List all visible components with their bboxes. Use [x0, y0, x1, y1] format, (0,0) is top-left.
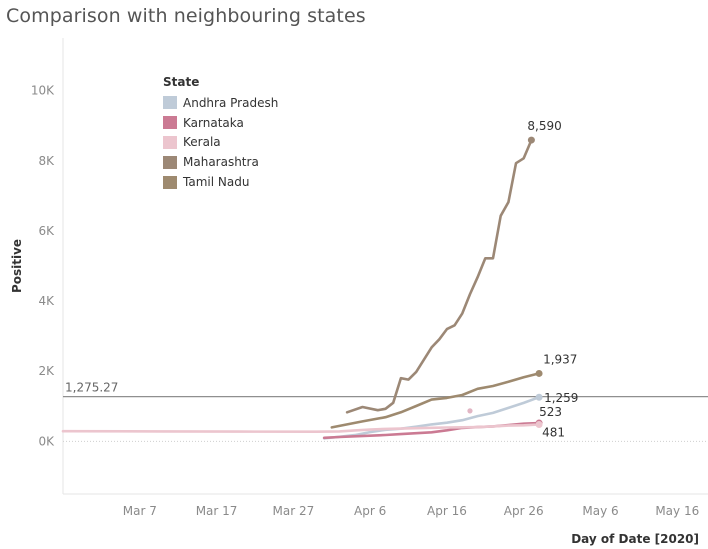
series-marks [467, 136, 543, 429]
chart-title: Comparison with neighbouring states [6, 5, 366, 27]
legend-item-tamil-nadu[interactable]: Tamil Nadu [159, 172, 299, 192]
x-axis-title: Day of Date [2020] [571, 532, 699, 546]
series-line-maharashtra [345, 138, 533, 414]
x-tick-label: May 16 [655, 504, 699, 518]
y-tick-label: 8K [38, 154, 55, 168]
y-tick-label: 0K [38, 434, 55, 448]
x-tick-label: Mar 17 [196, 504, 238, 518]
series-lines [61, 138, 541, 440]
legend-item-karnataka[interactable]: Karnataka [159, 113, 299, 133]
end-label-andhra-pradesh: 1,259 [544, 391, 578, 405]
x-tick-label: Apr 26 [504, 504, 544, 518]
end-label-karnataka: 523 [539, 405, 562, 419]
legend-item-kerala[interactable]: Kerala [159, 133, 299, 153]
scatter-point [467, 408, 473, 414]
legend-label-kerala: Kerala [183, 135, 221, 150]
legend-swatch-tamil-nadu [163, 175, 177, 189]
series-line-kerala [61, 423, 541, 433]
legend-swatch-karnataka [163, 116, 177, 130]
y-axis-title: Positive [10, 239, 24, 293]
legend-swatch-andhra-pradesh [163, 96, 177, 110]
end-point-kerala [535, 421, 543, 429]
end-label-kerala: 481 [542, 426, 565, 440]
end-point-tamil-nadu [535, 369, 543, 377]
legend-swatch-kerala [163, 135, 177, 149]
legend-label-tamil-nadu: Tamil Nadu [183, 175, 250, 190]
x-tick-label: May 6 [582, 504, 618, 518]
x-tick-label: Apr 16 [427, 504, 467, 518]
legend-label-andhra-pradesh: Andhra Pradesh [183, 95, 279, 110]
series-line-tamil-nadu [330, 372, 541, 429]
series-line-andhra-pradesh [322, 395, 541, 440]
y-tick-label: 10K [31, 84, 55, 98]
legend-swatch-maharashtra [163, 155, 177, 169]
end-point-maharashtra [527, 136, 535, 144]
x-tick-label: Mar 7 [123, 504, 157, 518]
axes: 0K 2K 4K 6K 8K 10K Mar 7 Mar 17 Mar 27 Apr 6 Apr 1… [10, 38, 708, 546]
reference-line-label: 1,275.27 [65, 381, 118, 395]
legend-title: State [163, 75, 200, 89]
y-tick-label: 4K [38, 294, 55, 308]
legend: State Andhra Pradesh Karnataka Kerala Ma… [159, 75, 299, 192]
legend-item-maharashtra[interactable]: Maharashtra [159, 152, 299, 172]
y-tick-label: 6K [38, 224, 55, 238]
legend-label-maharashtra: Maharashtra [183, 155, 259, 170]
legend-item-andhra-pradesh[interactable]: Andhra Pradesh [159, 93, 299, 113]
end-label-tamil-nadu: 1,937 [543, 352, 577, 366]
legend-label-karnataka: Karnataka [183, 115, 244, 130]
end-point-andhra-pradesh [535, 393, 543, 401]
end-label-maharashtra: 8,590 [527, 119, 561, 133]
y-tick-label: 2K [38, 364, 55, 378]
x-tick-label: Apr 6 [354, 504, 386, 518]
reference-line-group: 1,275.27 [63, 381, 708, 398]
x-tick-label: Mar 27 [272, 504, 314, 518]
